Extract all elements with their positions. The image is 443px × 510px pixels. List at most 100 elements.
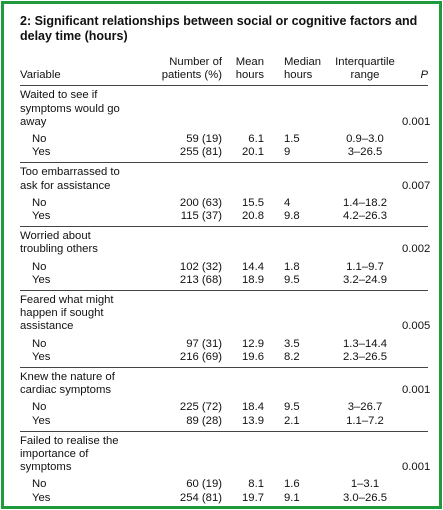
data-row: No 200 (63) 15.5 4 1.4–18.2 [20,197,428,210]
empty-cell [402,210,428,227]
cell: 97 (31) [186,337,222,350]
data-row: No 97 (31) 12.9 3.5 1.3–14.4 [20,338,428,351]
cell: 200 (63) [179,196,222,209]
group-label: Failed to realise the importance of symp… [20,430,142,479]
cell: 13.9 [242,414,264,427]
group-row: Too embarrassed to ask for assistance 0.0… [20,162,430,197]
cell: 9.5 [284,273,300,286]
p-value: 0.001 [402,115,431,128]
empty-cell [270,162,328,197]
empty-cell [226,290,270,338]
p-value: 0.001 [402,367,430,402]
cell: 20.8 [242,210,264,223]
cell: 1.4–18.2 [343,196,387,209]
cell: 1.1–7.2 [346,414,384,427]
cell: 225 (72) [179,401,222,414]
data-row: Yes 255 (81) 20.1 9 3–26.5 [20,146,428,163]
group-row: Worried about troubling others 0.002 [20,226,430,261]
cell: 1.3–14.4 [343,337,387,350]
p-value: 0.002 [402,226,430,261]
cell: 2.1 [284,414,300,427]
empty-cell [328,290,402,338]
cell: 4 [284,196,291,209]
row-label: No [32,337,47,350]
cell: 2.3–26.5 [343,350,387,363]
empty-cell [402,133,428,146]
empty-cell [402,401,428,414]
group-row: Feared what might happen if sought assis… [20,290,430,338]
row-label: No [32,260,47,273]
row-label: No [32,196,47,209]
column-header: Variable [20,56,142,87]
empty-cell [226,367,270,402]
cell: 9.1 [284,491,300,504]
cell: 12.9 [242,337,264,350]
cell: 6.1 [248,133,264,146]
column-header: Mean hours [226,56,270,87]
data-row: No 102 (32) 14.4 1.8 1.1–9.7 [20,261,428,274]
table-body: Waited to see if symptoms would go away 0… [20,86,431,508]
empty-cell [142,290,226,338]
empty-cell [226,162,270,197]
group-label: Feared what might happen if sought assis… [20,290,142,338]
column-header: Interquartile range [328,56,402,87]
empty-cell [226,430,270,479]
group-row: Knew the nature of cardiac symptoms 0.001 [20,367,430,402]
cell: 1.5 [284,133,300,146]
empty-cell [328,367,402,402]
empty-cell [270,290,328,338]
row-label: Yes [32,146,51,159]
data-row: No 60 (19) 8.1 1.6 1–3.1 [20,478,428,491]
cell: 19.6 [242,350,264,363]
group-label: Worried about troubling others [20,226,142,261]
empty-cell [142,367,226,402]
cell: 3.2–24.9 [343,273,387,286]
cell: 115 (37) [180,210,222,223]
empty-cell [270,86,328,133]
cell: 9.5 [284,401,300,414]
column-header: Median hours [270,56,328,87]
cell: 18.4 [242,401,264,414]
cell: 20.1 [242,146,264,159]
group-label: Waited to see if symptoms would go away [20,89,120,128]
cell: 60 (19) [186,478,222,491]
cell: 59 (19) [186,133,222,146]
cell: 8.1 [248,478,264,491]
empty-cell [328,226,402,261]
data-row: Yes 115 (37) 20.8 9.8 4.2–26.3 [20,210,428,227]
cell: 1.1–9.7 [346,260,384,273]
empty-cell [328,430,402,479]
cell: 102 (32) [179,260,222,273]
cell: 9.8 [284,210,300,223]
empty-cell [142,430,226,479]
empty-cell [402,261,428,274]
p-value: 0.005 [402,290,430,338]
cell: 3.0–26.5 [343,491,387,504]
row-label: Yes [32,491,51,504]
cell: 254 (81) [179,491,222,504]
row-label: Yes [32,414,51,427]
column-header: Number of patients (%) [142,56,226,87]
group-row: Failed to realise the importance of symp… [20,430,430,479]
row-label: No [32,133,47,146]
data-row: No 225 (72) 18.4 9.5 3–26.7 [20,401,428,414]
empty-cell [142,162,226,197]
data-row: Yes 213 (68) 18.9 9.5 3.2–24.9 [20,274,428,291]
row-label: Yes [32,210,51,223]
empty-cell [142,226,226,261]
cell: 255 (81) [179,146,222,159]
empty-cell [402,492,428,508]
cell: 15.5 [242,196,264,209]
cell: 3–26.5 [347,146,383,159]
row-label: Yes [32,273,51,286]
cell: 213 (68) [179,273,222,286]
row-label: Yes [32,350,51,363]
cell: 3.5 [284,337,300,350]
empty-cell [270,226,328,261]
column-header: P [402,56,428,87]
empty-cell [402,197,428,210]
group-label: Knew the nature of cardiac symptoms [20,367,142,402]
data-row: Yes 216 (69) 19.6 8.2 2.3–26.5 [20,351,428,368]
